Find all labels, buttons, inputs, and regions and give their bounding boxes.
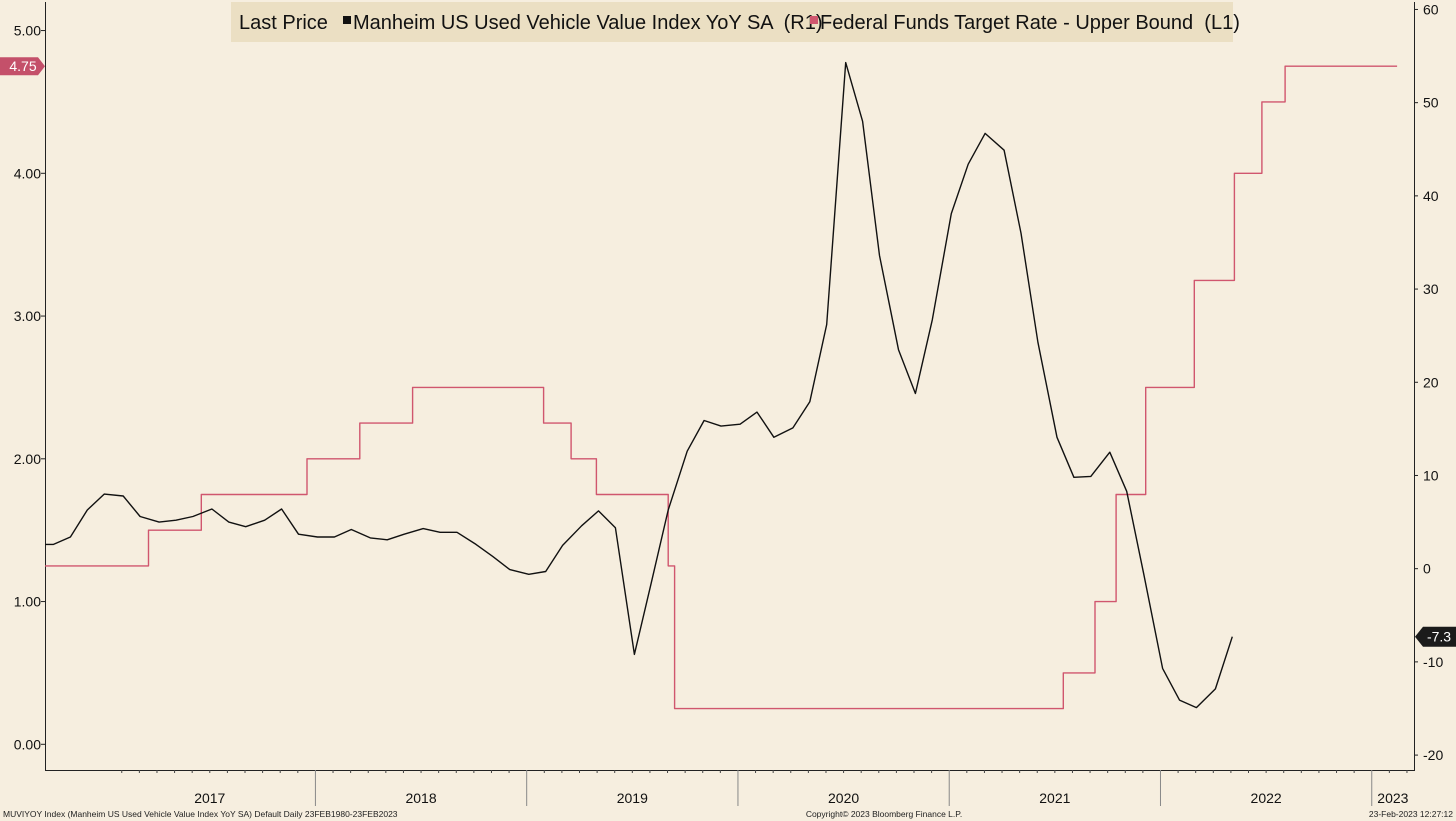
year-label: 2020 (828, 790, 859, 806)
year-label: 2018 (405, 790, 436, 806)
legend: Last Price Manheim US Used Vehicle Value… (231, 2, 1240, 42)
year-label: 2017 (194, 790, 225, 806)
right-tick-label: 60 (1423, 1, 1439, 17)
right-tick-label: 30 (1423, 281, 1439, 297)
plot-area (45, 61, 1398, 710)
axes (45, 2, 1415, 771)
legend-prefix: Last Price (239, 12, 328, 34)
footer: MUVIYOY Index (Manheim US Used Vehicle V… (3, 809, 1453, 819)
right-tick-label: 50 (1423, 95, 1439, 111)
year-label: 2019 (617, 790, 648, 806)
left-tick-label: 5.00 (14, 23, 41, 39)
year-label: 2022 (1251, 790, 1282, 806)
legend-label-manheim: Manheim US Used Vehicle Value Index YoY … (353, 12, 823, 34)
left-axis-ticks: 0.00 1.00 2.00 3.00 4.00 5.00 (14, 23, 45, 752)
left-tick-label: 3.00 (14, 308, 41, 324)
left-tick-label: 1.00 (14, 594, 41, 610)
manheim-last-value-tag (1415, 626, 1456, 647)
right-tick-label: 0 (1423, 561, 1431, 577)
fed-last-value-tag (0, 57, 45, 76)
year-label: 2021 (1039, 790, 1070, 806)
fed-funds-rate-line (45, 65, 1398, 710)
right-axis-ticks: -20 -10 0 10 20 30 40 50 60 (1414, 1, 1443, 763)
last-value-tags: 4.75 -7.3 (0, 57, 1456, 647)
legend-marker-manheim (343, 16, 351, 24)
left-tick-label: 4.00 (14, 165, 41, 181)
left-tick-label: 0.00 (14, 736, 41, 752)
right-tick-label: 20 (1423, 374, 1439, 390)
legend-label-fed: Federal Funds Target Rate - Upper Bound … (820, 12, 1240, 34)
footer-left: MUVIYOY Index (Manheim US Used Vehicle V… (3, 809, 398, 819)
legend-box (231, 2, 1233, 42)
year-label: 2023 (1377, 790, 1408, 806)
left-tick-label: 2.00 (14, 451, 41, 467)
right-tick-label: 10 (1423, 467, 1439, 483)
right-tick-label: -20 (1423, 747, 1443, 763)
right-tick-label: -10 (1423, 654, 1443, 670)
legend-marker-fed (810, 16, 818, 24)
fed-last-value-label: 4.75 (9, 58, 36, 74)
x-axis-ticks: 2017 2018 2019 2020 2021 2022 2023 (121, 770, 1409, 806)
right-tick-label: 40 (1423, 188, 1439, 204)
manheim-index-line (45, 61, 1233, 709)
manheim-last-value-label: -7.3 (1427, 629, 1451, 645)
footer-right: 23-Feb-2023 12:27:12 (1369, 809, 1453, 819)
footer-center: Copyright© 2023 Bloomberg Finance L.P. (806, 809, 962, 819)
